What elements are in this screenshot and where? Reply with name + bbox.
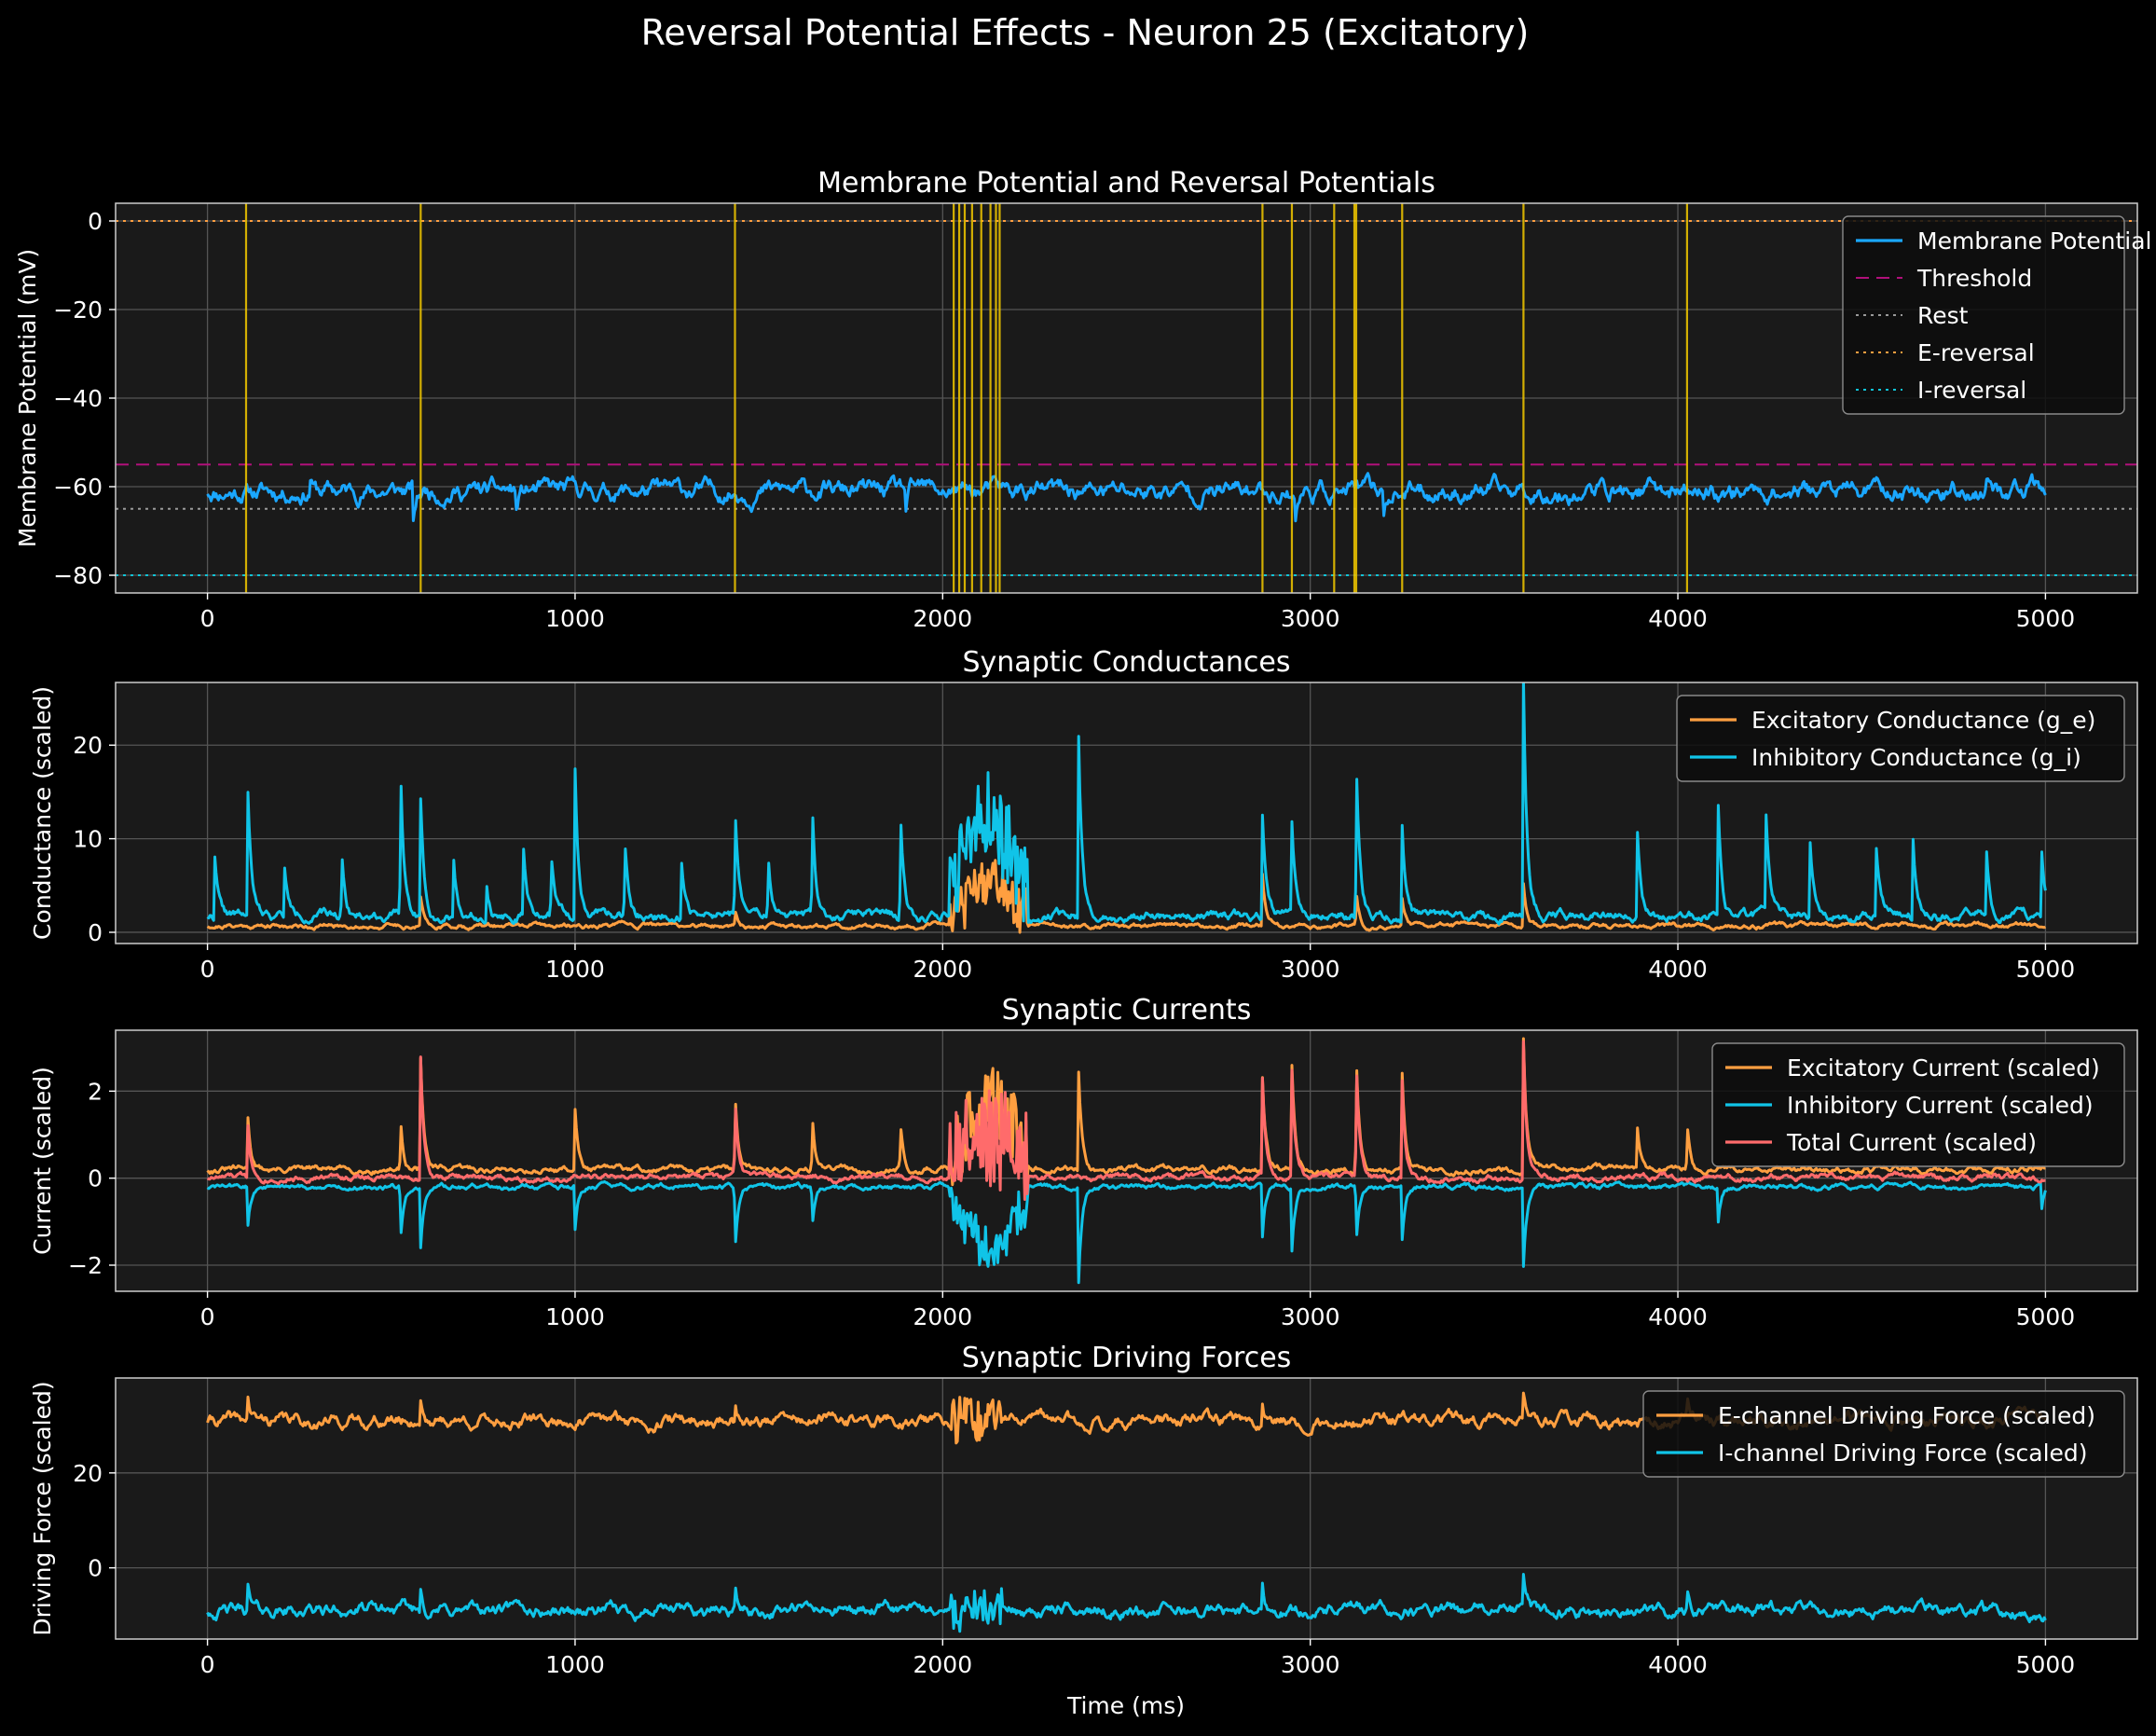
series-line-1 [206, 472, 2047, 523]
legend-label: Total Current (scaled) [1786, 1129, 2037, 1156]
x-tick-label: 4000 [1648, 1303, 1708, 1330]
legend-label: Membrane Potential [1917, 227, 2151, 255]
legend-box [1642, 1390, 2125, 1478]
legend: Membrane Potential Threshold Rest E-reversa… [1842, 215, 2151, 415]
series-line-1 [206, 859, 2047, 934]
legend-label: Excitatory Conductance (g_e) [1751, 707, 2095, 734]
x-tick-label: 3000 [1281, 956, 1340, 983]
ticks: 0 1000 2000 3000 4000 5000 0 −20 −40 −60 −80 [53, 208, 2075, 632]
legend-box [1711, 1042, 2125, 1167]
series-line-2 [206, 1179, 2047, 1285]
legend-label: E-reversal [1917, 339, 2035, 366]
y-axis-label: Driving Force (scaled) [29, 1381, 56, 1635]
x-tick-label: 0 [200, 1303, 215, 1330]
legend-label: Inhibitory Current (scaled) [1787, 1092, 2094, 1119]
y-tick-label: 0 [88, 1555, 103, 1582]
legend-label: Threshold [1916, 265, 2032, 292]
x-tick-label: 2000 [913, 1303, 973, 1330]
x-tick-label: 3000 [1281, 1303, 1340, 1330]
x-tick-label: 5000 [2016, 605, 2076, 632]
subplot-2: 0 1000 2000 3000 4000 5000 0 10 20 Synaptic Condu… [29, 646, 2138, 983]
x-tick-label: 3000 [1281, 1651, 1340, 1678]
y-tick-label: 0 [88, 208, 103, 235]
y-tick-label: −2 [68, 1252, 103, 1279]
x-tick-label: 4000 [1648, 956, 1708, 983]
y-tick-label: −60 [53, 474, 103, 501]
axes-frame [115, 1029, 2138, 1292]
legend-label: Rest [1917, 302, 1969, 329]
series-line-3 [206, 1040, 2046, 1201]
legend-label: I-reversal [1917, 377, 2026, 404]
x-tick-label: 0 [200, 956, 215, 983]
y-axis-label: Conductance (scaled) [29, 686, 56, 940]
subplot-4: 0 1000 2000 3000 4000 5000 0 20 Synaptic Driving… [29, 1342, 2138, 1678]
legend: Excitatory Current (scaled) Inhibitory Cu… [1711, 1042, 2125, 1167]
ticks: 0 1000 2000 3000 4000 5000 0 10 20 [73, 732, 2075, 983]
subplot-title: Synaptic Currents [1002, 994, 1252, 1026]
y-tick-label: −20 [53, 296, 103, 324]
subplot-3: 0 1000 2000 3000 4000 5000 −2 0 2 Synaptic Curren… [29, 994, 2138, 1330]
x-tick-label: 2000 [913, 605, 973, 632]
legend-box [1676, 695, 2125, 782]
legend-label: Inhibitory Conductance (g_i) [1751, 744, 2081, 771]
legend: Excitatory Conductance (g_e) Inhibitory C… [1676, 695, 2125, 782]
y-tick-label: 0 [88, 1165, 103, 1192]
y-tick-label: −80 [53, 562, 103, 589]
subplots: 0 1000 2000 3000 4000 50000−20−40−60−80Membra… [14, 167, 2151, 1678]
x-tick-label: 5000 [2016, 956, 2076, 983]
x-tick-label: 1000 [545, 1651, 605, 1678]
y-axis-label: Current (scaled) [29, 1067, 56, 1255]
data-layer [206, 1037, 2047, 1285]
y-tick-label: 20 [73, 732, 103, 759]
x-axis-label: Time (ms) [1066, 1692, 1185, 1719]
legend-label: E-channel Driving Force (scaled) [1718, 1402, 2095, 1429]
axes-frame [115, 1377, 2138, 1640]
x-tick-label: 2000 [913, 1651, 973, 1678]
figure-title: Reversal Potential Effects - Neuron 25 (… [641, 12, 1530, 53]
y-tick-label: 2 [88, 1078, 103, 1105]
x-tick-label: 2000 [913, 956, 973, 983]
axes-frame [115, 682, 2138, 944]
x-tick-label: 5000 [2016, 1651, 2076, 1678]
subplot-title: Synaptic Driving Forces [962, 1342, 1292, 1374]
data-layer [206, 682, 2047, 934]
series-line-2 [206, 1573, 2047, 1633]
x-tick-label: 4000 [1648, 1651, 1708, 1678]
y-tick-label: −40 [53, 385, 103, 412]
ticks: 0 1000 2000 3000 4000 5000 −2 0 2 [68, 1078, 2075, 1330]
subplot-1: 0 1000 2000 3000 4000 5000 0 −20 −40 −60 −80 Membra… [14, 167, 2151, 632]
x-tick-label: 5000 [2016, 1303, 2076, 1330]
x-tick-label: 4000 [1648, 605, 1708, 632]
data-layer [116, 203, 2137, 593]
x-tick-label: 1000 [545, 956, 605, 983]
subplot-title: Membrane Potential and Reversal Potentia… [817, 167, 1435, 200]
legend: E-channel Driving Force (scaled) I-channe… [1642, 1390, 2125, 1478]
y-tick-label: 10 [73, 826, 103, 853]
x-tick-label: 1000 [545, 605, 605, 632]
legend-label: Excitatory Current (scaled) [1787, 1054, 2100, 1082]
x-tick-label: 1000 [545, 1303, 605, 1330]
x-tick-label: 3000 [1281, 605, 1340, 632]
y-axis-label: Membrane Potential (mV) [14, 249, 41, 547]
ticks: 0 1000 2000 3000 4000 5000 0 20 [73, 1460, 2075, 1678]
series-line-2 [206, 682, 2047, 926]
x-tick-label: 0 [200, 605, 215, 632]
y-tick-label: 20 [73, 1460, 103, 1487]
subplot-title: Synaptic Conductances [963, 646, 1291, 679]
x-tick-label: 0 [200, 1651, 215, 1678]
legend-box [1842, 215, 2125, 415]
legend-label: I-channel Driving Force (scaled) [1718, 1440, 2088, 1467]
series-line-1 [206, 1037, 2046, 1187]
y-tick-label: 0 [88, 919, 103, 946]
